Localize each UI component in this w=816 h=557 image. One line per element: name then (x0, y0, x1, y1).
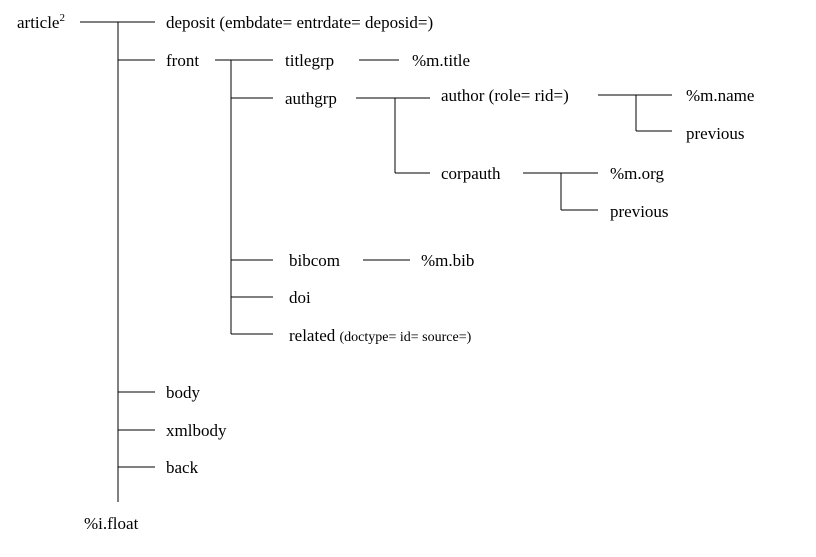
node-i-float: %i.float (84, 514, 139, 533)
node-m-bib: %m.bib (421, 251, 474, 270)
node-author: author (role= rid=) (441, 86, 569, 105)
node-xmlbody: xmlbody (166, 421, 227, 440)
node-doi: doi (289, 288, 311, 307)
article-superscript: 2 (59, 12, 65, 24)
node-m-name: %m.name (686, 86, 754, 105)
node-titlegrp: titlegrp (285, 51, 334, 70)
node-m-title: %m.title (412, 51, 470, 70)
connector-lines (80, 21, 672, 502)
node-m-org: %m.org (610, 164, 664, 183)
node-body: body (166, 383, 201, 402)
node-authgrp: authgrp (285, 89, 337, 108)
node-front: front (166, 51, 199, 70)
node-bibcom: bibcom (289, 251, 340, 270)
node-labels: article2 deposit (embdate= entrdate= dep… (17, 12, 754, 533)
node-deposit: deposit (embdate= entrdate= deposid=) (166, 13, 433, 32)
node-previous-corpauth: previous (610, 202, 669, 221)
node-corpauth: corpauth (441, 164, 501, 183)
node-back: back (166, 458, 199, 477)
node-related: related (doctype= id= source=) (289, 326, 472, 345)
node-previous-author: previous (686, 124, 745, 143)
related-attributes: (doctype= id= source=) (340, 330, 472, 345)
node-article: article2 (17, 12, 65, 32)
